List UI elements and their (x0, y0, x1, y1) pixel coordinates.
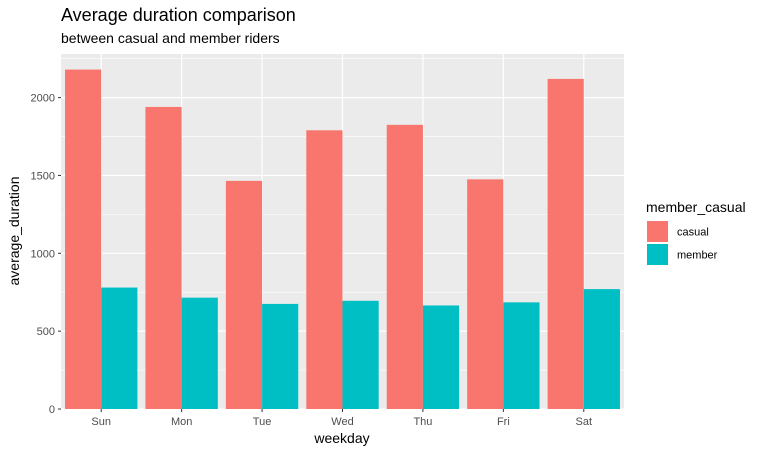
x-tick-label: Wed (331, 416, 353, 428)
x-tick-label: Mon (171, 416, 192, 428)
x-tick-label: Tue (253, 416, 272, 428)
x-tick-label: Sat (576, 416, 593, 428)
bar-casual-sat (547, 78, 584, 409)
bars (65, 69, 620, 409)
bar-member-wed (342, 300, 379, 409)
bar-casual-wed (306, 130, 343, 409)
bar-member-sun (101, 287, 138, 409)
legend-key-casual (647, 221, 668, 242)
bar-casual-sun (65, 69, 102, 409)
chart-subtitle: between casual and member riders (61, 30, 280, 46)
x-tick-label: Fri (497, 416, 510, 428)
legend-key-member (647, 244, 668, 265)
y-tick-label: 1000 (31, 248, 55, 260)
y-axis-title: average_duration (6, 177, 22, 286)
x-tick-label: Sun (91, 416, 111, 428)
y-tick-label: 2000 (31, 93, 55, 105)
legend-title: member_casual (646, 199, 746, 215)
legend-label-member: member (677, 250, 718, 262)
bar-member-thu (422, 305, 460, 409)
bar-member-mon (181, 297, 218, 409)
legend-items: casual member (647, 221, 718, 265)
legend: member_casual casual member (646, 199, 746, 265)
bar-casual-mon (145, 106, 182, 409)
y-tick-label: 1500 (31, 170, 55, 182)
y-tick-label: 0 (49, 404, 55, 416)
x-axis-title: weekday (313, 430, 369, 446)
legend-label-casual: casual (677, 227, 709, 239)
bar-casual-thu (386, 124, 423, 409)
chart-title: Average duration comparison (61, 5, 296, 25)
axes: 0 500 1000 1500 2000 Sun Mon Tue Wed Thu Fri Sat (31, 93, 593, 428)
bar-member-tue (262, 303, 299, 409)
y-tick-label: 500 (37, 326, 55, 338)
bar-casual-tue (225, 180, 263, 409)
bar-member-sat (583, 289, 620, 409)
bar-member-fri (503, 302, 540, 409)
bar-casual-fri (467, 179, 504, 409)
x-tick-label: Thu (413, 416, 432, 428)
